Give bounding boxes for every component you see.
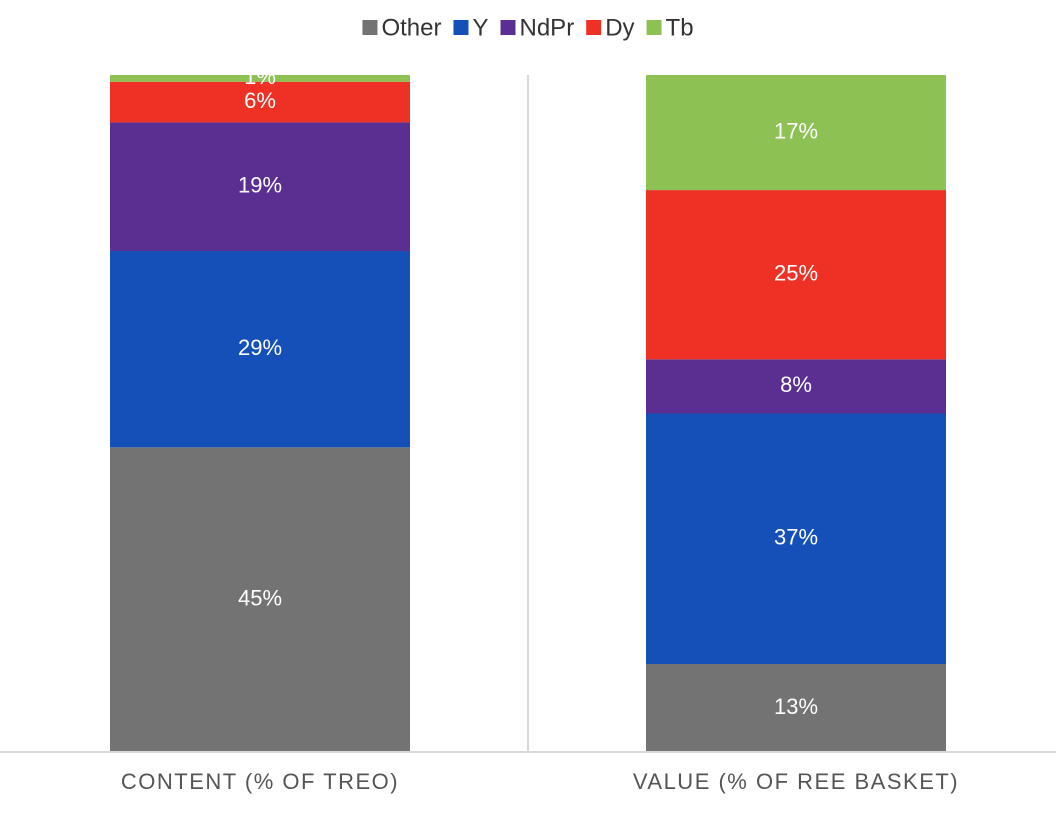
legend: Other Y NdPr Dy Tb	[362, 14, 694, 41]
data-label: 45%	[238, 585, 282, 610]
legend-label: Y	[472, 14, 488, 41]
data-label: 6%	[244, 88, 276, 113]
data-label: 13%	[774, 694, 818, 719]
legend-label: Other	[381, 14, 441, 41]
legend-swatch	[453, 20, 469, 35]
bar-segment	[110, 122, 410, 252]
bar-segment	[646, 663, 946, 752]
legend-swatch	[362, 20, 378, 35]
legend-label: Tb	[666, 14, 694, 41]
x-tick-label: CONTENT (% OF TREO)	[121, 769, 399, 794]
data-label: 19%	[238, 173, 282, 198]
data-label: 25%	[774, 261, 818, 286]
bar-segment	[110, 251, 410, 448]
bar-segment	[646, 75, 946, 191]
bar-segment	[646, 359, 946, 414]
bar-segment	[646, 413, 946, 664]
bar-segment	[110, 447, 410, 752]
data-label: 17%	[774, 118, 818, 143]
bar-segment	[646, 190, 946, 360]
bar-segment	[110, 81, 410, 123]
legend-swatch	[586, 20, 602, 35]
bar-segment	[110, 75, 410, 82]
data-label: 29%	[238, 335, 282, 360]
data-label: 37%	[774, 525, 818, 550]
legend-label: NdPr	[520, 14, 575, 41]
data-label: 8%	[780, 372, 812, 397]
x-tick-label: VALUE (% OF REE BASKET)	[633, 769, 959, 794]
legend-swatch	[500, 20, 516, 35]
data-label: 1%	[244, 64, 276, 89]
legend-swatch	[646, 20, 662, 35]
legend-label: Dy	[605, 14, 634, 41]
